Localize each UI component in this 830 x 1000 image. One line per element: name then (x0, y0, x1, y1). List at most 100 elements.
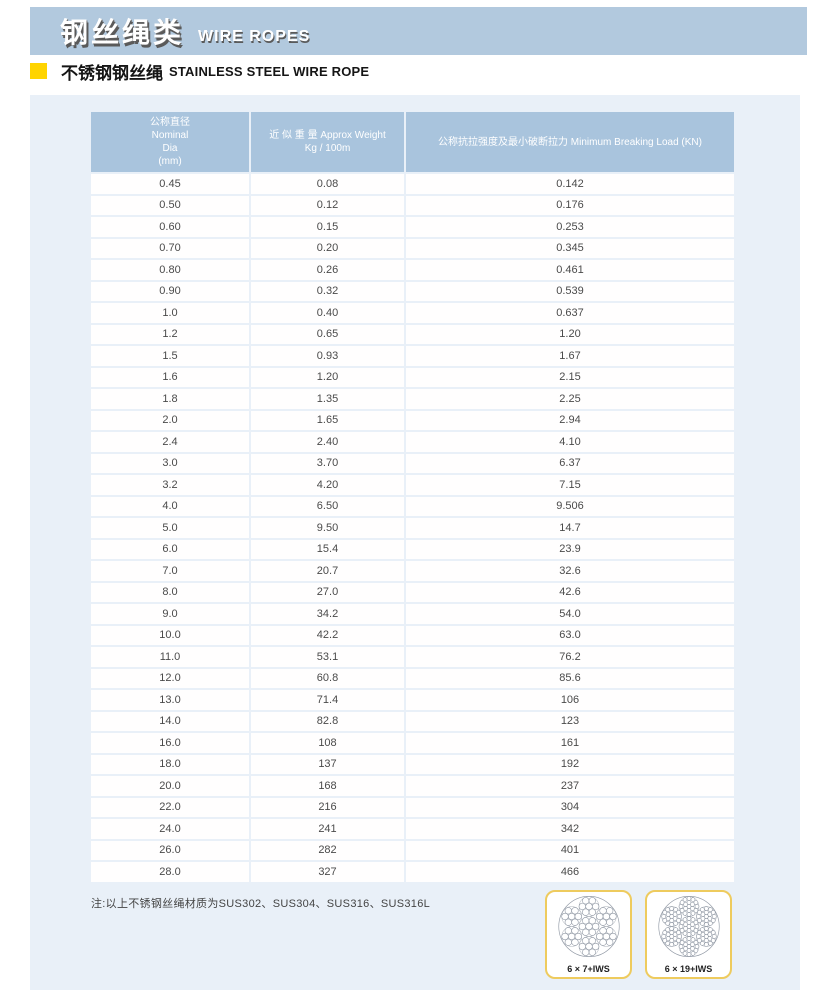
table-cell: 2.15 (406, 367, 734, 387)
table-cell: 0.45 (91, 174, 249, 194)
rope-cross-section-6x7-diagram (556, 892, 622, 963)
table-cell: 42.6 (406, 582, 734, 602)
table-row: 11.0 53.1 76.2 (91, 647, 734, 667)
table-cell: 304 (406, 797, 734, 817)
table-row: 13.0 71.4 106 (91, 690, 734, 710)
rope-card-label: 6 × 7+IWS (567, 964, 610, 974)
table-row: 18.0 137 192 (91, 754, 734, 774)
table-cell: 0.176 (406, 195, 734, 215)
table-cell: 342 (406, 819, 734, 839)
table-cell: 10.0 (91, 625, 249, 645)
table-cell: 2.94 (406, 410, 734, 430)
table-row: 2.4 2.40 4.10 (91, 432, 734, 452)
table-cell: 1.8 (91, 389, 249, 409)
table-cell: 1.65 (251, 410, 404, 430)
table-cell: 7.15 (406, 475, 734, 495)
table-row: 8.0 27.0 42.6 (91, 582, 734, 602)
table-cell: 0.80 (91, 260, 249, 280)
table-cell: 1.20 (251, 367, 404, 387)
page-title-chinese: 钢丝绳类 (60, 17, 185, 48)
table-cell: 1.35 (251, 389, 404, 409)
table-row: 7.0 20.7 32.6 (91, 561, 734, 581)
table-cell: 2.4 (91, 432, 249, 452)
table-cell: 0.32 (251, 281, 404, 301)
table-cell: 18.0 (91, 754, 249, 774)
table-cell: 0.20 (251, 238, 404, 258)
table-row: 14.0 82.8 123 (91, 711, 734, 731)
table-cell: 2.0 (91, 410, 249, 430)
table-row: 5.0 9.50 14.7 (91, 518, 734, 538)
table-cell: 0.345 (406, 238, 734, 258)
column-header-breaking-load: 公称抗拉强度及最小破断拉力 Minimum Breaking Load (KN) (406, 112, 734, 172)
rope-cross-section-6x19-diagram (656, 892, 722, 963)
table-row: 12.0 60.8 85.6 (91, 668, 734, 688)
table-header-row: 公称直径 Nominal Dia (mm) 近 似 重 量 Approx Wei… (91, 112, 734, 172)
table-row: 2.0 1.65 2.94 (91, 410, 734, 430)
table-cell: 9.0 (91, 604, 249, 624)
table-cell: 76.2 (406, 647, 734, 667)
table-cell: 6.37 (406, 453, 734, 473)
table-row: 1.8 1.35 2.25 (91, 389, 734, 409)
table-cell: 54.0 (406, 604, 734, 624)
table-cell: 9.50 (251, 518, 404, 538)
rope-card-6x7: 6 × 7+IWS (545, 890, 632, 979)
table-row: 1.2 0.65 1.20 (91, 324, 734, 344)
table-cell: 15.4 (251, 539, 404, 559)
table-cell: 34.2 (251, 604, 404, 624)
table-cell: 14.7 (406, 518, 734, 538)
table-cell: 0.539 (406, 281, 734, 301)
table-cell: 0.637 (406, 303, 734, 323)
column-header-nominal-dia: 公称直径 Nominal Dia (mm) (91, 112, 249, 172)
table-cell: 123 (406, 711, 734, 731)
table-cell: 161 (406, 733, 734, 753)
table-row: 3.2 4.20 7.15 (91, 475, 734, 495)
column-header-approx-weight: 近 似 重 量 Approx Weight Kg / 100m (251, 112, 404, 172)
table-cell: 7.0 (91, 561, 249, 581)
table-row: 26.0 282 401 (91, 840, 734, 860)
table-cell: 2.40 (251, 432, 404, 452)
table-row: 3.0 3.70 6.37 (91, 453, 734, 473)
table-cell: 0.253 (406, 217, 734, 237)
page-title-english: WIRE ROPES (198, 28, 311, 45)
table-row: 20.0 168 237 (91, 776, 734, 796)
table-row: 28.0 327 466 (91, 862, 734, 882)
table-cell: 6.0 (91, 539, 249, 559)
table-cell: 0.60 (91, 217, 249, 237)
table-cell: 327 (251, 862, 404, 882)
table-cell: 0.26 (251, 260, 404, 280)
table-cell: 11.0 (91, 647, 249, 667)
table-cell: 1.6 (91, 367, 249, 387)
table-cell: 0.08 (251, 174, 404, 194)
table-cell: 241 (251, 819, 404, 839)
table-row: 10.0 42.2 63.0 (91, 625, 734, 645)
table-cell: 71.4 (251, 690, 404, 710)
table-cell: 3.2 (91, 475, 249, 495)
table-cell: 28.0 (91, 862, 249, 882)
yellow-bullet-icon (30, 63, 47, 79)
table-cell: 32.6 (406, 561, 734, 581)
table-cell: 282 (251, 840, 404, 860)
table-cell: 20.0 (91, 776, 249, 796)
table-cell: 1.2 (91, 324, 249, 344)
table-cell: 24.0 (91, 819, 249, 839)
table-row: 9.0 34.2 54.0 (91, 604, 734, 624)
table-cell: 42.2 (251, 625, 404, 645)
page-header-banner: 钢丝绳类 WIRE ROPES (30, 7, 807, 55)
table-cell: 12.0 (91, 668, 249, 688)
table-cell: 27.0 (251, 582, 404, 602)
table-cell: 1.5 (91, 346, 249, 366)
table-cell: 2.25 (406, 389, 734, 409)
table-row: 4.0 6.50 9.506 (91, 496, 734, 516)
table-cell: 1.0 (91, 303, 249, 323)
section-heading: 不锈钢钢丝绳 STAINLESS STEEL WIRE ROPE (30, 60, 369, 83)
material-note: 注:以上不锈钢丝绳材质为SUS302、SUS304、SUS316、SUS316L (91, 898, 431, 910)
table-row: 16.0 108 161 (91, 733, 734, 753)
table-cell: 53.1 (251, 647, 404, 667)
section-title-chinese: 不锈钢钢丝绳 (61, 63, 163, 83)
table-cell: 0.15 (251, 217, 404, 237)
table-row: 24.0 241 342 (91, 819, 734, 839)
table-cell: 3.70 (251, 453, 404, 473)
table-row: 0.80 0.26 0.461 (91, 260, 734, 280)
table-cell: 466 (406, 862, 734, 882)
table-cell: 22.0 (91, 797, 249, 817)
